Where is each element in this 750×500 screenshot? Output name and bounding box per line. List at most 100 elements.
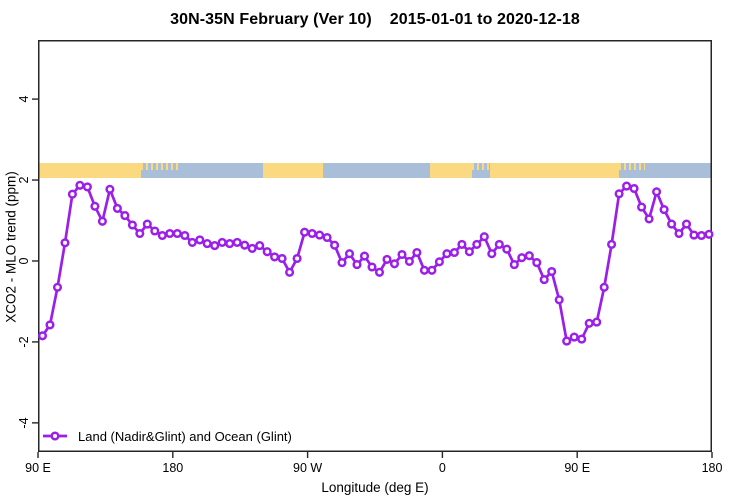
data-point-marker [322,232,332,243]
x-tick-label: 90 W [293,461,323,475]
y-tick-label: 4 [17,95,31,103]
data-point-marker [554,295,564,305]
data-point-marker [240,240,250,250]
x-tick-label: 90 E [25,461,51,475]
data-point-marker [97,216,107,226]
ocean-segment [322,163,431,178]
data-point-marker [419,265,429,275]
data-point-marker [37,331,48,341]
data-point-marker [359,251,370,261]
data-point-marker [120,211,130,221]
data-point-marker [457,239,467,249]
data-point-marker [607,239,617,249]
x-axis-title: Longitude (deg E) [321,480,429,495]
data-point-marker [584,318,594,328]
data-point-marker [472,239,482,249]
data-point-marker [599,282,609,292]
data-point-marker [142,219,152,229]
data-point-marker [262,247,272,257]
data-point-marker [127,220,137,230]
data-point-marker [442,249,452,259]
data-point-marker [112,203,122,213]
data-point-marker [494,239,504,249]
data-point-marker [82,182,92,192]
data-point-marker [696,230,707,241]
data-point-marker [502,244,512,254]
data-point-marker [622,181,632,191]
data-point-marker [644,214,654,224]
legend-label: Land (Nadir&Glint) and Ocean (Glint) [78,428,292,444]
land-segment [430,163,473,178]
data-point-marker [60,238,70,248]
data-point-marker [412,247,422,258]
land-segment [141,163,181,178]
ocean-segment [180,163,263,178]
y-tick-label: 0 [17,257,31,265]
chart-title: 30N-35N February (Ver 10) 2015-01-01 to 2… [0,11,750,29]
ocean-segment [644,163,712,178]
data-point-marker [195,235,205,245]
data-point-marker [52,282,63,292]
data-point-marker [172,228,182,239]
data-point-marker [374,267,385,277]
data-point-marker [292,253,302,264]
data-point-marker [532,258,542,268]
land-segment [490,163,620,178]
legend-line-marker-icon [43,431,67,441]
data-point-marker [255,241,265,251]
data-point-marker [404,256,414,266]
data-point-marker [165,228,175,239]
data-point-marker [397,249,407,260]
x-tick-label: 180 [162,461,184,475]
land-segment [619,163,645,178]
x-tick-label: 180 [701,461,723,475]
data-point-marker [210,241,220,251]
land-segment [472,163,491,178]
data-point-marker [247,243,257,253]
data-point-marker [232,237,242,247]
data-point-marker [45,320,55,330]
y-axis-title: XCO2 - MLO trend (ppm) [3,171,19,323]
data-point-marker [315,230,325,240]
data-point-marker [569,332,579,342]
data-point-marker [202,239,212,249]
data-point-marker [449,247,459,258]
data-line [41,183,711,343]
data-point-marker [67,189,77,199]
data-point-marker [689,230,699,240]
chart-title-dates: 2015-01-01 to 2020-12-18 [389,11,580,28]
y-tick-label: 2 [17,176,31,184]
data-point-marker [479,232,489,242]
data-point-marker [157,230,167,241]
y-tick-label: -4 [17,417,31,429]
chart-title-main: 30N-35N February (Ver 10) [170,11,372,28]
data-point-marker [382,254,392,264]
data-point-marker [674,228,684,239]
data-point-marker [187,237,197,247]
data-point-marker [434,257,444,267]
data-point-marker [105,184,115,194]
data-point-marker [367,262,377,272]
data-point-marker [517,253,527,263]
data-point-marker [539,275,549,285]
data-point-marker [547,266,557,277]
data-point-marker [509,260,519,270]
data-point-marker [150,226,160,236]
data-point-marker [659,205,669,215]
data-point-marker [217,237,227,247]
data-point-marker [352,260,362,270]
y-tick-label: -2 [17,336,31,348]
data-point-marker [592,317,602,327]
data-point-marker [652,187,662,197]
legend: Land (Nadir&Glint) and Ocean (Glint) [42,428,292,444]
data-point-marker [667,219,677,229]
data-point-marker [389,259,400,269]
plot-border [38,40,712,452]
land-segment [262,163,323,178]
data-point-marker [562,336,572,346]
data-point-marker [300,227,310,237]
data-point-marker [285,267,295,277]
data-point-marker [330,240,340,250]
